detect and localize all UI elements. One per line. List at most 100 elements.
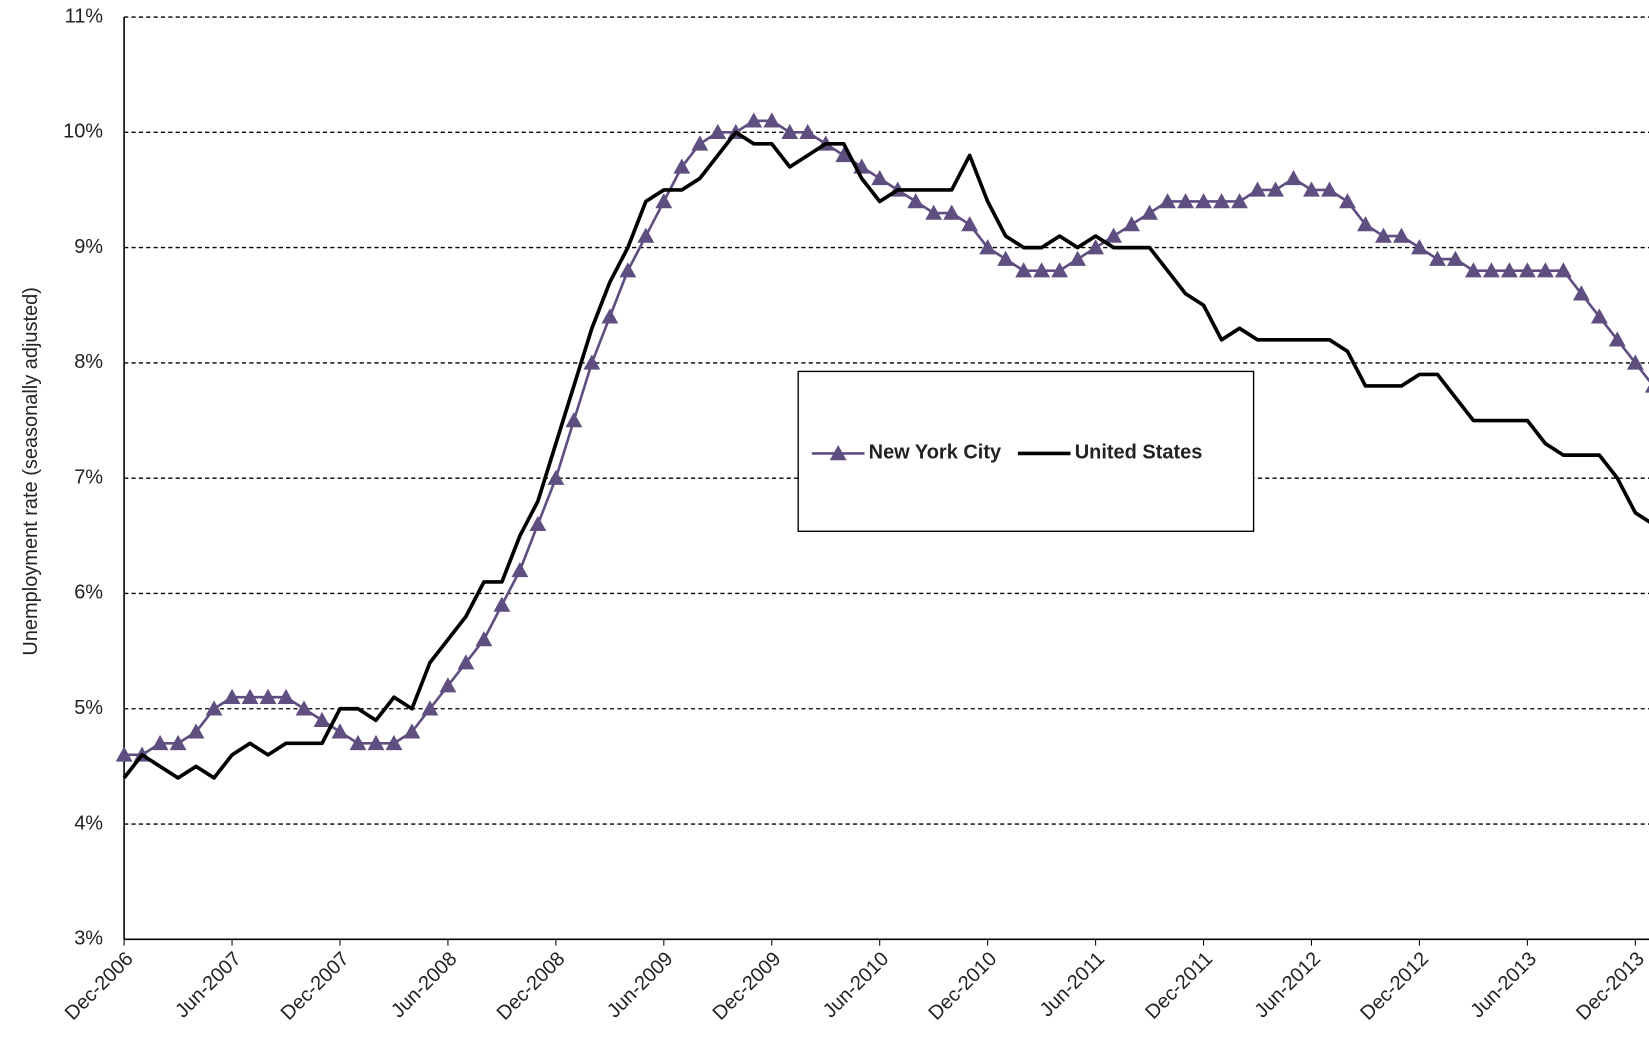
marker xyxy=(1554,262,1572,278)
marker xyxy=(1572,285,1590,301)
marker xyxy=(421,700,439,716)
marker xyxy=(439,677,457,693)
x-tick-label: Dec-2011 xyxy=(1141,948,1217,1024)
marker xyxy=(295,700,313,716)
marker xyxy=(475,631,493,647)
y-tick-label: 9% xyxy=(74,236,103,258)
marker xyxy=(349,734,367,751)
marker xyxy=(277,688,295,704)
marker xyxy=(1536,262,1554,278)
y-tick-label: 6% xyxy=(74,582,103,604)
marker xyxy=(1393,227,1410,243)
marker xyxy=(673,158,691,174)
marker xyxy=(457,654,475,670)
marker xyxy=(331,723,349,739)
marker xyxy=(1015,262,1033,278)
marker xyxy=(169,734,187,751)
marker xyxy=(1195,193,1212,209)
x-tick-label: Jun-2010 xyxy=(819,948,893,1022)
marker xyxy=(601,308,619,324)
marker xyxy=(637,227,655,243)
marker xyxy=(619,262,637,278)
marker xyxy=(1033,262,1051,278)
x-tick-label: Dec-2008 xyxy=(493,948,570,1025)
marker xyxy=(655,193,673,209)
marker xyxy=(1357,216,1374,232)
marker xyxy=(205,700,223,716)
x-tick-label: Dec-2009 xyxy=(709,948,786,1025)
x-tick-label: Jun-2008 xyxy=(387,948,461,1022)
y-tick-label: 8% xyxy=(74,351,103,373)
marker xyxy=(1500,262,1518,278)
y-tick-label: 4% xyxy=(74,812,103,834)
marker xyxy=(565,412,583,428)
x-tick-label: Jun-2012 xyxy=(1251,948,1325,1022)
marker xyxy=(1231,193,1248,209)
marker xyxy=(1087,239,1105,255)
legend-label: United States xyxy=(1075,442,1203,464)
marker xyxy=(691,135,709,151)
marker xyxy=(997,250,1015,266)
marker xyxy=(1303,181,1320,197)
y-tick-label: 5% xyxy=(74,697,103,719)
x-tick-label: Jun-2013 xyxy=(1467,948,1541,1022)
marker xyxy=(1626,354,1644,370)
x-tick-label: Dec-2010 xyxy=(924,948,1001,1025)
marker xyxy=(1447,250,1464,266)
marker xyxy=(1411,239,1428,255)
marker xyxy=(1321,181,1338,197)
marker xyxy=(745,112,763,128)
x-tick-label: Dec-2012 xyxy=(1356,948,1433,1025)
series-line xyxy=(122,130,1649,780)
marker xyxy=(709,123,727,140)
marker xyxy=(943,204,961,220)
x-tick-label: Jun-2011 xyxy=(1036,948,1109,1021)
x-tick-label: Jun-2009 xyxy=(603,948,677,1022)
marker xyxy=(367,734,385,751)
marker xyxy=(403,723,421,739)
marker xyxy=(1518,262,1536,278)
marker xyxy=(1213,193,1230,209)
y-tick-label: 11% xyxy=(65,5,104,27)
legend-marker xyxy=(829,445,847,461)
marker xyxy=(1069,250,1087,266)
marker xyxy=(115,746,133,762)
marker xyxy=(979,239,997,255)
x-tick-label: Jun-2007 xyxy=(171,948,245,1022)
x-tick-label: Dec-2007 xyxy=(277,948,354,1025)
marker xyxy=(925,204,943,220)
marker xyxy=(385,734,403,751)
marker xyxy=(241,688,259,704)
legend-label: New York City xyxy=(869,442,1001,464)
marker xyxy=(907,193,925,209)
marker xyxy=(763,112,781,128)
legend-box xyxy=(797,370,1255,532)
marker xyxy=(223,688,241,704)
marker xyxy=(1051,262,1069,278)
y-tick-label: 10% xyxy=(63,121,103,143)
marker xyxy=(835,146,853,163)
marker xyxy=(511,561,529,578)
x-tick-label: Dec-2013 xyxy=(1572,948,1649,1025)
marker xyxy=(1141,204,1158,220)
marker xyxy=(259,688,277,704)
marker xyxy=(1464,262,1482,278)
marker xyxy=(151,734,169,751)
marker xyxy=(583,354,601,370)
marker xyxy=(1644,385,1649,393)
marker xyxy=(871,170,889,186)
marker xyxy=(1608,331,1626,347)
y-tick-label: 7% xyxy=(74,466,103,488)
marker xyxy=(313,711,331,728)
marker xyxy=(1123,216,1140,232)
marker xyxy=(529,515,547,532)
marker xyxy=(1429,250,1446,266)
y-tick-label: 3% xyxy=(74,928,103,950)
marker xyxy=(1177,193,1194,209)
y-axis-title: Unemployment rate (seasonally adjusted) xyxy=(20,287,42,656)
marker xyxy=(799,123,817,140)
marker xyxy=(1375,227,1392,243)
marker xyxy=(1590,308,1608,324)
